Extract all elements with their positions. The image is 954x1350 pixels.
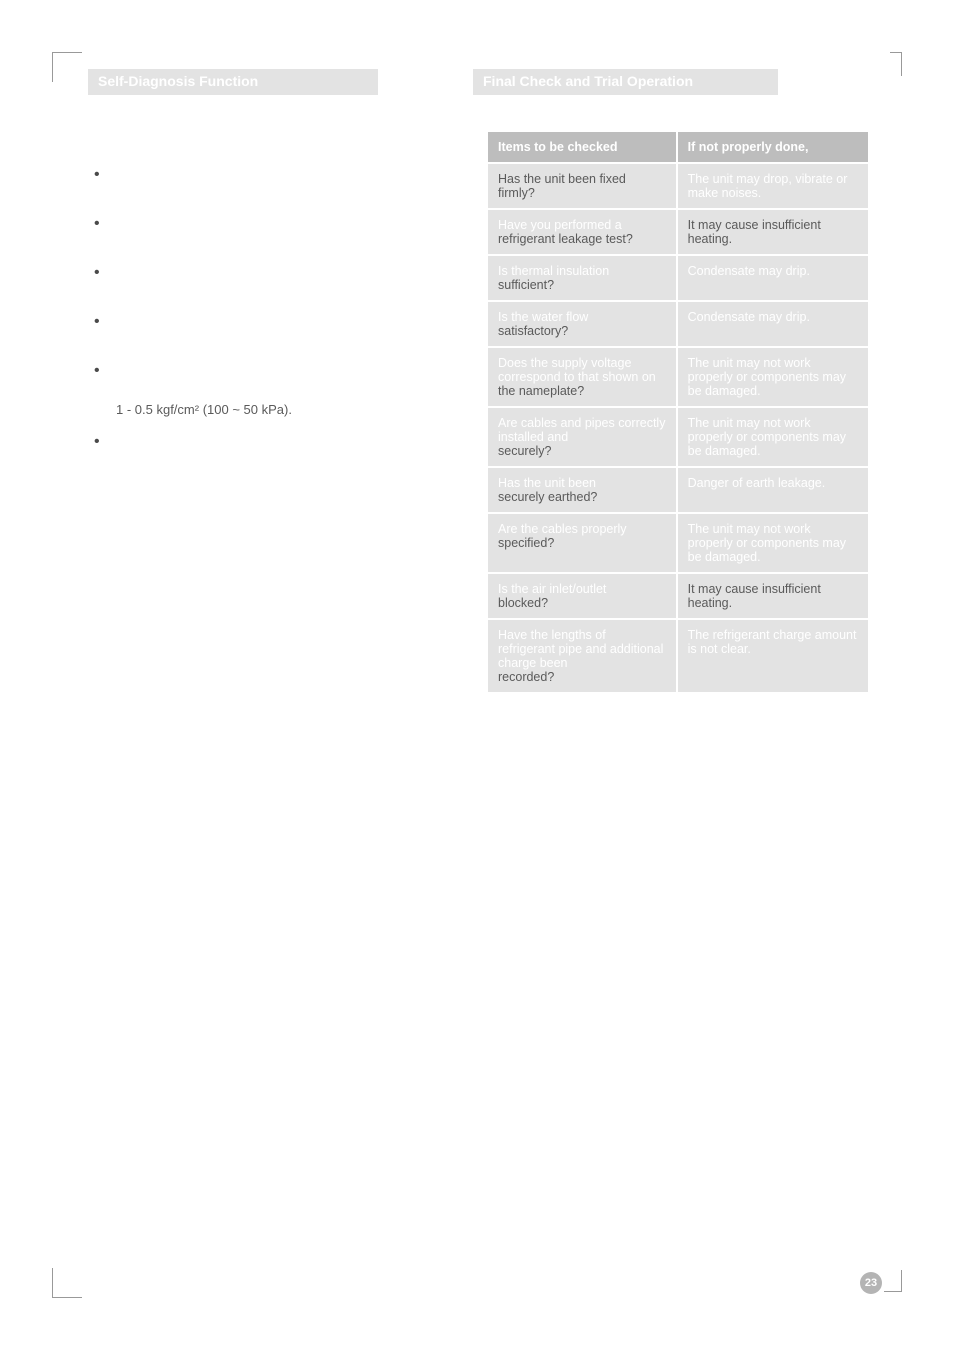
bullet-text: The pump automatically restarts when the… <box>116 432 443 467</box>
check-question-text: refrigerant leakage test? <box>498 232 633 246</box>
check-question-text: sufficient? <box>498 278 554 292</box>
check-consequence-cell: Condensate may drip. <box>677 301 868 347</box>
header-bar-left: Self-Diagnosis Function <box>88 69 378 95</box>
page: Self-Diagnosis Function Final Check and … <box>0 0 954 1350</box>
table-header-items: Items to be checked <box>488 132 677 163</box>
header-bar-right: Final Check and Trial Operation <box>473 69 778 95</box>
crop-mark-bottom-left <box>52 1268 82 1298</box>
bullet-item: When water pressure exceeds 2.9 kgf/cm² … <box>94 261 458 300</box>
bullet-text: When water pressure exceeds 2.9 kgf/cm² … <box>116 263 445 298</box>
check-question-cell: Is thermal insulationsufficient? <box>488 255 677 301</box>
check-question-cell: Does the supply voltage correspond to th… <box>488 347 677 407</box>
table-row: Are the cables properlyspecified? The uni… <box>488 513 868 573</box>
page-number-badge: 23 <box>860 1272 882 1294</box>
check-consequence-text: It may cause insufficient heating. <box>688 582 821 610</box>
check-consequence-cell: Danger of earth leakage. <box>677 467 868 513</box>
table-row: Have the lengths of refrigerant pipe and… <box>488 619 868 692</box>
header-title-right: Final Check and Trial Operation <box>483 73 693 89</box>
check-consequence-lead: The unit may not work properly or compon… <box>688 356 858 398</box>
check-question-lead: Are the cables properly <box>498 522 666 536</box>
check-consequence-cell: The unit may drop, vibrate or make noise… <box>677 163 868 209</box>
table-row: Does the supply voltage correspond to th… <box>488 347 868 407</box>
check-question-cell: Is the air inlet/outletblocked? <box>488 573 677 619</box>
check-question-lead: Are cables and pipes correctly installed… <box>498 416 666 444</box>
check-consequence-text: It may cause insufficient heating. <box>688 218 821 246</box>
check-question-cell: Is the water flowsatisfactory? <box>488 301 677 347</box>
bullet-item: The pump automatically restarts when the… <box>94 430 458 469</box>
check-consequence-cell: The refrigerant charge amount is not cle… <box>677 619 868 692</box>
check-consequence-lead: The unit may drop, vibrate or make noise… <box>688 172 858 200</box>
header-title-left: Self-Diagnosis Function <box>98 73 258 89</box>
check-question-cell: Has the unit beensecurely earthed? <box>488 467 677 513</box>
check-consequence-cell: The unit may not work properly or compon… <box>677 513 868 573</box>
check-consequence-cell: Condensate may drip. <box>677 255 868 301</box>
table-row: Is thermal insulationsufficient? Condensa… <box>488 255 868 301</box>
table-row: Is the air inlet/outletblocked? It may ca… <box>488 573 868 619</box>
check-question-text: specified? <box>498 536 554 550</box>
checklist-table: Items to be checked If not properly done… <box>488 132 868 692</box>
check-question-text: securely? <box>498 444 552 458</box>
bullet-text: When the water pressure drops below 0.3 … <box>116 361 440 396</box>
header-bars: Self-Diagnosis Function Final Check and … <box>0 69 954 95</box>
bullet-item: When the water pressure drops below 0.3 … <box>94 359 458 420</box>
check-question-cell: Has the unit been fixed firmly? <box>488 163 677 209</box>
check-question-cell: Are the cables properlyspecified? <box>488 513 677 573</box>
left-column: Circulation Water Pressure Control The u… <box>88 132 458 692</box>
bullet-item: The pump restarts when the pressure drop… <box>94 310 458 349</box>
check-question-lead: Is thermal insulation <box>498 264 666 278</box>
check-question-lead: Have you performed a <box>498 218 666 232</box>
check-question-text: satisfactory? <box>498 324 568 338</box>
table-row: Have you performed arefrigerant leakage … <box>488 209 868 255</box>
check-consequence-lead: Danger of earth leakage. <box>688 476 858 490</box>
bullet-list: The unit is equipped with a water system… <box>88 163 458 469</box>
check-consequence-lead: Condensate may drip. <box>688 264 858 278</box>
check-consequence-cell: The unit may not work properly or compon… <box>677 347 868 407</box>
check-question-lead: Have the lengths of refrigerant pipe and… <box>498 628 666 670</box>
check-question-text: recorded? <box>498 670 554 684</box>
check-question-cell: Have you performed arefrigerant leakage … <box>488 209 677 255</box>
check-question-lead: Is the air inlet/outlet <box>498 582 666 596</box>
check-consequence-cell: It may cause insufficient heating. <box>677 573 868 619</box>
check-question-text: blocked? <box>498 596 548 610</box>
check-question-cell: Are cables and pipes correctly installed… <box>488 407 677 467</box>
check-consequence-lead: The unit may not work properly or compon… <box>688 416 858 458</box>
table-row: Has the unit been fixed firmly? The unit … <box>488 163 868 209</box>
check-consequence-cell: It may cause insufficient heating. <box>677 209 868 255</box>
check-question-lead: Is the water flow <box>498 310 666 324</box>
table-header-result: If not properly done, <box>677 132 868 163</box>
check-question-text: Has the unit been fixed firmly? <box>498 172 626 200</box>
content-area: Circulation Water Pressure Control The u… <box>88 132 868 692</box>
check-question-text: securely earthed? <box>498 490 597 504</box>
table-row: Has the unit beensecurely earthed? Danger… <box>488 467 868 513</box>
right-column: Items to be checked If not properly done… <box>488 132 868 692</box>
bullet-text: The unit is equipped with a water system… <box>116 165 448 200</box>
table-row: Is the water flowsatisfactory? Condensate… <box>488 301 868 347</box>
bullet-text: High pressure means there is too much wa… <box>116 214 451 249</box>
bullet-subtext: 1 - 0.5 kgf/cm² (100 ~ 50 kPa). <box>116 400 458 420</box>
check-question-cell: Have the lengths of refrigerant pipe and… <box>488 619 677 692</box>
table-row: Are cables and pipes correctly installed… <box>488 407 868 467</box>
check-consequence-lead: Condensate may drip. <box>688 310 858 324</box>
check-consequence-cell: The unit may not work properly or compon… <box>677 407 868 467</box>
bullet-item: The unit is equipped with a water system… <box>94 163 458 202</box>
check-question-lead: Does the supply voltage correspond to th… <box>498 356 666 384</box>
check-question-lead: Has the unit been <box>498 476 666 490</box>
bullet-item: High pressure means there is too much wa… <box>94 212 458 251</box>
check-question-text: the nameplate? <box>498 384 584 398</box>
check-consequence-lead: The unit may not work properly or compon… <box>688 522 858 564</box>
left-section-title: Circulation Water Pressure Control <box>88 132 458 149</box>
bullet-text: The pump restarts when the pressure drop… <box>116 312 451 347</box>
check-consequence-lead: The refrigerant charge amount is not cle… <box>688 628 858 656</box>
